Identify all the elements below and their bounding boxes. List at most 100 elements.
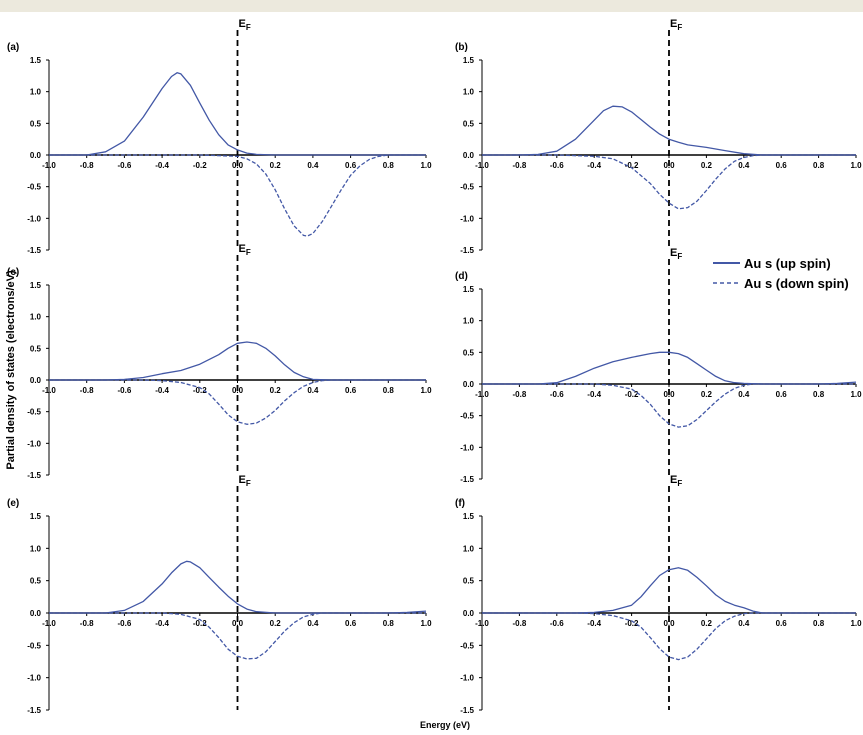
y-tick-label: -0.5 bbox=[27, 641, 41, 650]
series-down-spin-line bbox=[49, 154, 426, 237]
x-tick-label: 0.0 bbox=[663, 619, 675, 628]
series-up-spin-line bbox=[49, 72, 426, 156]
y-tick-label: -1.0 bbox=[27, 439, 41, 448]
fermi-level-label: EF bbox=[670, 18, 682, 32]
x-tick-label: -0.2 bbox=[193, 619, 207, 628]
fermi-level-subscript: F bbox=[246, 479, 251, 488]
panel-label: (a) bbox=[7, 42, 19, 53]
x-tick-label: 0.4 bbox=[738, 161, 750, 170]
y-tick-label: -1.5 bbox=[460, 475, 474, 484]
x-tick-label: 0.0 bbox=[232, 619, 244, 628]
x-tick-label: -0.4 bbox=[155, 619, 169, 628]
x-tick-label: 0.6 bbox=[776, 161, 788, 170]
x-tick-label: -0.6 bbox=[550, 390, 564, 399]
panel-f: (f) 1.5 1.0 0.5 0.0 -0.5 -1.0 -1.5 -1.0 -0.8 -0.6 -… bbox=[455, 474, 862, 715]
x-tick-label: 0.4 bbox=[738, 390, 750, 399]
x-tick-label: -0.8 bbox=[513, 390, 527, 399]
fermi-level-label: EF bbox=[239, 474, 251, 488]
y-tick-label: -1.5 bbox=[460, 246, 474, 255]
x-tick-label: 0.4 bbox=[307, 161, 319, 170]
y-tick-label: 0.5 bbox=[463, 119, 475, 128]
y-tick-label: 0.5 bbox=[30, 344, 42, 353]
x-tick-label: 1.0 bbox=[420, 161, 432, 170]
y-tick-label: 1.5 bbox=[30, 512, 42, 521]
x-tick-label: 1.0 bbox=[850, 161, 862, 170]
x-tick-label: -0.6 bbox=[550, 619, 564, 628]
series-up-spin-line bbox=[49, 341, 426, 381]
y-tick-label: 0.0 bbox=[463, 380, 475, 389]
y-tick-label: 1.5 bbox=[30, 281, 42, 290]
panels-group: (a) 1.5 1.0 0.5 0.0 -0.5 -1.0 -1.5 -1.0 -0.8 -0.6 -… bbox=[7, 18, 862, 715]
fermi-level-label: EF bbox=[670, 247, 682, 261]
x-tick-label: 0.2 bbox=[270, 386, 282, 395]
y-tick-label: 0.0 bbox=[30, 376, 42, 385]
y-tick-label: -1.5 bbox=[27, 706, 41, 715]
x-tick-label: 1.0 bbox=[850, 619, 862, 628]
x-tick-label: -1.0 bbox=[42, 161, 56, 170]
y-tick-label: -1.5 bbox=[27, 246, 41, 255]
x-tick-label: 0.6 bbox=[776, 619, 788, 628]
x-tick-label: -1.0 bbox=[475, 619, 489, 628]
y-tick-label: 0.0 bbox=[463, 151, 475, 160]
x-tick-label: 0.4 bbox=[738, 619, 750, 628]
y-tick-label: 0.5 bbox=[30, 577, 42, 586]
y-tick-label: 1.0 bbox=[463, 88, 475, 97]
y-tick-label: -1.0 bbox=[27, 214, 41, 223]
x-tick-label: -1.0 bbox=[475, 161, 489, 170]
y-tick-label: 1.5 bbox=[463, 285, 475, 294]
x-tick-label: 0.4 bbox=[307, 386, 319, 395]
series-up-spin-line bbox=[482, 105, 856, 156]
x-tick-label: 0.2 bbox=[701, 619, 713, 628]
y-tick-label: -0.5 bbox=[460, 641, 474, 650]
y-tick-label: -0.5 bbox=[27, 183, 41, 192]
fermi-level-subscript: F bbox=[246, 248, 251, 257]
x-tick-label: -0.8 bbox=[513, 161, 527, 170]
y-tick-label: 1.0 bbox=[463, 317, 475, 326]
panel-label: (c) bbox=[7, 267, 19, 278]
y-tick-label: 0.0 bbox=[30, 609, 42, 618]
y-tick-label: 0.0 bbox=[30, 151, 42, 160]
x-tick-label: -1.0 bbox=[42, 386, 56, 395]
x-tick-label: 0.2 bbox=[701, 161, 713, 170]
x-tick-label: 0.6 bbox=[345, 161, 357, 170]
x-tick-label: -0.6 bbox=[118, 386, 132, 395]
y-tick-label: -1.0 bbox=[460, 443, 474, 452]
x-tick-label: -0.4 bbox=[587, 390, 601, 399]
panel-d: (d) 1.5 1.0 0.5 0.0 -0.5 -1.0 -1.5 -1.0 -0.8 -0.6 -… bbox=[455, 247, 862, 484]
y-tick-label: -1.0 bbox=[27, 674, 41, 683]
panel-a: (a) 1.5 1.0 0.5 0.0 -0.5 -1.0 -1.5 -1.0 -0.8 -0.6 -… bbox=[7, 18, 432, 255]
x-tick-label: 0.6 bbox=[776, 390, 788, 399]
x-tick-label: -0.4 bbox=[587, 161, 601, 170]
x-tick-label: 1.0 bbox=[420, 386, 432, 395]
x-tick-label: -0.8 bbox=[80, 386, 94, 395]
fermi-level-label: EF bbox=[670, 474, 682, 488]
y-axis-label: Partial density of states (electrons/eV) bbox=[5, 270, 17, 470]
legend: Au s (up spin) Au s (down spin) bbox=[713, 256, 849, 291]
x-tick-label: 0.2 bbox=[701, 390, 713, 399]
series-up-spin-line bbox=[482, 567, 856, 614]
x-tick-label: 0.8 bbox=[813, 161, 825, 170]
x-tick-label: -0.6 bbox=[118, 161, 132, 170]
y-tick-label: -0.5 bbox=[27, 408, 41, 417]
y-tick-label: 1.5 bbox=[30, 56, 42, 65]
x-tick-label: 0.8 bbox=[383, 386, 395, 395]
y-tick-label: -0.5 bbox=[460, 412, 474, 421]
y-tick-label: -1.0 bbox=[460, 674, 474, 683]
x-tick-label: -0.2 bbox=[625, 390, 639, 399]
x-tick-label: -0.2 bbox=[193, 161, 207, 170]
y-tick-label: 0.0 bbox=[463, 609, 475, 618]
x-axis-label: Energy (eV) bbox=[420, 720, 470, 730]
y-tick-label: 0.5 bbox=[30, 119, 42, 128]
x-tick-label: -0.4 bbox=[587, 619, 601, 628]
x-tick-label: -0.6 bbox=[550, 161, 564, 170]
x-tick-label: 1.0 bbox=[420, 619, 432, 628]
fermi-level-label: EF bbox=[239, 18, 251, 32]
x-tick-label: -0.6 bbox=[118, 619, 132, 628]
series-down-spin-line bbox=[482, 154, 856, 210]
x-tick-label: 0.6 bbox=[345, 386, 357, 395]
fermi-level-subscript: F bbox=[677, 252, 682, 261]
x-tick-label: -1.0 bbox=[42, 619, 56, 628]
y-tick-label: 1.5 bbox=[463, 512, 475, 521]
x-tick-label: 0.8 bbox=[383, 619, 395, 628]
